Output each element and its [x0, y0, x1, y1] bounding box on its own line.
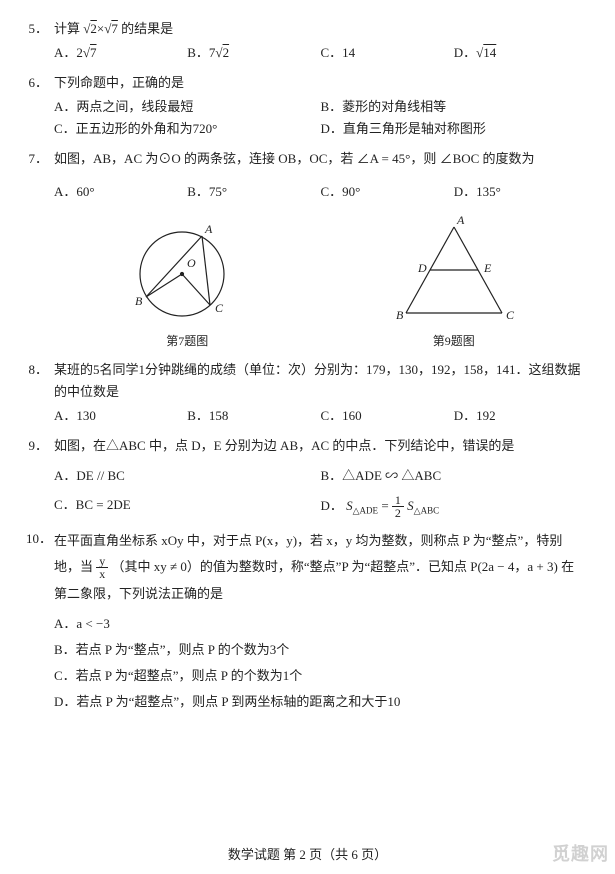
- q5-body: 计算 √2×√7 的结果是 A．2√7 B．7√2 C．14 D．√14: [54, 18, 587, 64]
- q9-number: 9．: [26, 435, 48, 457]
- q6-stem: 下列命题中，正确的是: [54, 75, 184, 90]
- q5-choice-B: B．7√2: [187, 42, 320, 64]
- q5-choice-D: D．√14: [454, 42, 587, 64]
- q9-stem: 如图，在△ABC 中，点 D，E 分别为边 AB，AC 的中点．下列结论中，错误…: [54, 438, 514, 453]
- figure-row: A B C O 第7题图 A B C D E 第9题图: [54, 209, 587, 351]
- svg-text:D: D: [417, 261, 427, 275]
- q8-choice-D: D．192: [454, 405, 587, 427]
- figure-7-cell: A B C O 第7题图: [54, 209, 321, 351]
- q10-choice-C: C．若点 P 为“超整点”，则点 P 的个数为1个: [54, 663, 587, 689]
- q6-choices: A．两点之间，线段最短 B．菱形的对角线相等 C．正五边形的外角和为720° D…: [54, 96, 587, 140]
- svg-text:C: C: [506, 308, 515, 322]
- exam-page: 5． 计算 √2×√7 的结果是 A．2√7 B．7√2 C．14 D．√14 …: [0, 0, 615, 874]
- q10-choice-B: B．若点 P 为“整点”，则点 P 的个数为3个: [54, 637, 587, 663]
- figure-9-caption: 第9题图: [321, 331, 588, 351]
- q8-choice-C: C．160: [321, 405, 454, 427]
- q9-choice-A: A．DE // BC: [54, 465, 321, 487]
- question-9: 9． 如图，在△ABC 中，点 D，E 分别为边 AB，AC 的中点．下列结论中…: [28, 435, 587, 519]
- q9-choice-D: D． S△ADE = 12 S△ABC: [321, 494, 588, 520]
- question-6: 6． 下列命题中，正确的是 A．两点之间，线段最短 B．菱形的对角线相等 C．正…: [28, 72, 587, 140]
- svg-text:B: B: [135, 294, 143, 308]
- q5-rad-b: 7: [111, 21, 118, 36]
- q9-choices: A．DE // BC B．△ADE ∽ △ABC C．BC = 2DE D． S…: [54, 465, 587, 519]
- fraction-yx: yx: [96, 555, 108, 581]
- q10-choice-A: A．a < −3: [54, 611, 587, 637]
- q8-choice-A: A．130: [54, 405, 187, 427]
- q8-choices: A．130 B．158 C．160 D．192: [54, 405, 587, 427]
- figure-9-cell: A B C D E 第9题图: [321, 209, 588, 351]
- svg-text:A: A: [456, 213, 465, 227]
- q9-choice-B: B．△ADE ∽ △ABC: [321, 465, 588, 487]
- q7-choice-B: B．75°: [187, 181, 320, 203]
- q6-body: 下列命题中，正确的是 A．两点之间，线段最短 B．菱形的对角线相等 C．正五边形…: [54, 72, 587, 140]
- q5-choices: A．2√7 B．7√2 C．14 D．√14: [54, 42, 587, 64]
- question-10: 10． 在平面直角坐标系 xOy 中，对于点 P(x，y)，若 x，y 均为整数…: [28, 528, 587, 715]
- question-5: 5． 计算 √2×√7 的结果是 A．2√7 B．7√2 C．14 D．√14: [28, 18, 587, 64]
- q8-stem: 某班的5名同学1分钟跳绳的成绩（单位：次）分别为：179，130，192，158…: [54, 362, 581, 399]
- q5-rad-a: 2: [90, 21, 97, 36]
- q5-stem-pre: 计算: [54, 21, 80, 36]
- figure-7-svg: A B C O: [117, 209, 257, 329]
- q7-number: 7．: [26, 148, 48, 170]
- svg-text:B: B: [396, 308, 404, 322]
- q5-stem-post: 的结果是: [121, 21, 173, 36]
- q6-choice-A: A．两点之间，线段最短: [54, 96, 321, 118]
- q7-body: 如图，AB，AC 为⊙O 的两条弦，连接 OB，OC，若 ∠A = 45°，则 …: [54, 148, 587, 351]
- question-8: 8． 某班的5名同学1分钟跳绳的成绩（单位：次）分别为：179，130，192，…: [28, 359, 587, 427]
- q7-choice-A: A．60°: [54, 181, 187, 203]
- q6-number: 6．: [26, 72, 48, 94]
- q8-body: 某班的5名同学1分钟跳绳的成绩（单位：次）分别为：179，130，192，158…: [54, 359, 587, 427]
- figure-7-caption: 第7题图: [54, 331, 321, 351]
- fraction-half: 12: [392, 494, 404, 520]
- q10-body: 在平面直角坐标系 xOy 中，对于点 P(x，y)，若 x，y 均为整数，则称点…: [54, 528, 587, 715]
- svg-text:O: O: [187, 256, 196, 270]
- svg-text:A: A: [204, 222, 213, 236]
- figure-9-svg: A B C D E: [384, 209, 524, 329]
- q5-choice-A: A．2√7: [54, 42, 187, 64]
- svg-text:C: C: [215, 301, 224, 315]
- q6-choice-C: C．正五边形的外角和为720°: [54, 118, 321, 140]
- q7-stem: 如图，AB，AC 为⊙O 的两条弦，连接 OB，OC，若 ∠A = 45°，则 …: [54, 151, 535, 166]
- q6-choice-B: B．菱形的对角线相等: [321, 96, 588, 118]
- watermark: 觅趣网: [552, 839, 609, 870]
- q9-choice-C: C．BC = 2DE: [54, 494, 321, 520]
- q9-body: 如图，在△ABC 中，点 D，E 分别为边 AB，AC 的中点．下列结论中，错误…: [54, 435, 587, 519]
- svg-text:E: E: [483, 261, 492, 275]
- q5-choice-C: C．14: [321, 42, 454, 64]
- q8-choice-B: B．158: [187, 405, 320, 427]
- page-footer: 数学试题 第 2 页（共 6 页）: [0, 844, 615, 866]
- q8-number: 8．: [26, 359, 48, 381]
- q7-choice-C: C．90°: [321, 181, 454, 203]
- q7-choice-D: D．135°: [454, 181, 587, 203]
- question-7: 7． 如图，AB，AC 为⊙O 的两条弦，连接 OB，OC，若 ∠A = 45°…: [28, 148, 587, 351]
- q10-stem-post: （其中 xy ≠ 0）的值为整数时，称“整点”P 为“超整点”．已知点 P(2a…: [54, 559, 574, 601]
- q10-choice-D: D．若点 P 为“超整点”，则点 P 到两坐标轴的距离之和大于10: [54, 689, 587, 715]
- q10-number: 10．: [26, 528, 48, 550]
- q6-choice-D: D．直角三角形是轴对称图形: [321, 118, 588, 140]
- q7-choices: A．60° B．75° C．90° D．135°: [54, 181, 587, 203]
- q5-number: 5．: [26, 18, 48, 40]
